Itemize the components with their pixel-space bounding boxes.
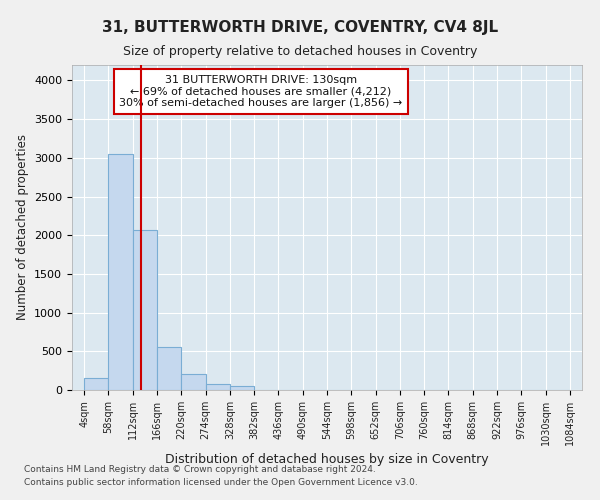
Text: Contains public sector information licensed under the Open Government Licence v3: Contains public sector information licen… — [24, 478, 418, 487]
Bar — [181, 374, 206, 390]
Bar — [230, 386, 254, 390]
Text: 31 BUTTERWORTH DRIVE: 130sqm
← 69% of detached houses are smaller (4,212)
30% of: 31 BUTTERWORTH DRIVE: 130sqm ← 69% of de… — [119, 74, 403, 108]
Text: Contains HM Land Registry data © Crown copyright and database right 2024.: Contains HM Land Registry data © Crown c… — [24, 466, 376, 474]
Bar — [157, 348, 181, 390]
Text: 31, BUTTERWORTH DRIVE, COVENTRY, CV4 8JL: 31, BUTTERWORTH DRIVE, COVENTRY, CV4 8JL — [102, 20, 498, 35]
Bar — [206, 384, 230, 390]
Bar — [109, 154, 133, 390]
X-axis label: Distribution of detached houses by size in Coventry: Distribution of detached houses by size … — [165, 454, 489, 466]
Bar — [84, 378, 109, 390]
Y-axis label: Number of detached properties: Number of detached properties — [16, 134, 29, 320]
Bar — [133, 230, 157, 390]
Text: Size of property relative to detached houses in Coventry: Size of property relative to detached ho… — [123, 45, 477, 58]
